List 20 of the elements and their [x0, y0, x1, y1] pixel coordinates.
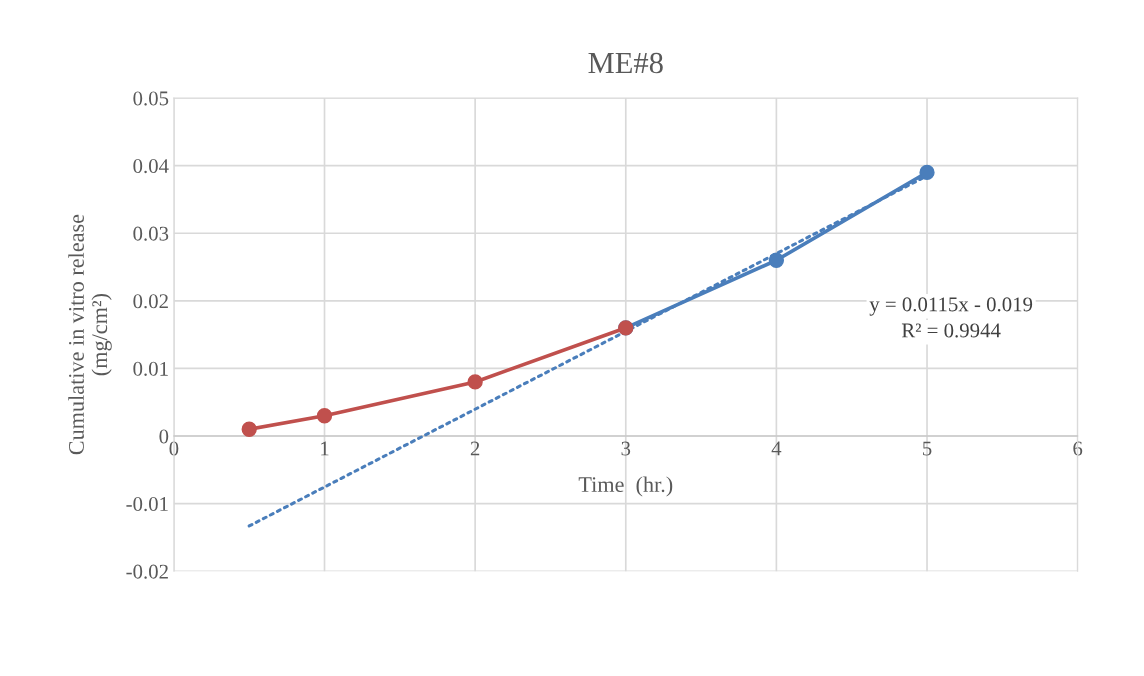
y-tick-label: 0.05 [133, 91, 169, 106]
y-tick-label: 0.04 [133, 158, 169, 174]
annotation: y = 0.0115x - 0.019 [869, 297, 1033, 316]
x-tick-label: 3 [621, 441, 631, 456]
x-tick-label: 5 [923, 441, 932, 456]
x-tick-label: 6 [1073, 441, 1083, 456]
y-tick-label: -0.01 [126, 496, 168, 512]
x-tick-label: 1 [321, 441, 329, 456]
y-tick-label: 0.03 [133, 226, 169, 241]
annotation: R² = 0.9944 [901, 323, 1001, 338]
x-tick-label: 4 [771, 441, 782, 456]
y-tick-label: 0.02 [133, 294, 168, 309]
y-tick-label: -0.02 [126, 564, 168, 579]
y-tick-label: 0.01 [133, 361, 168, 376]
chart-title: ME#8 [588, 52, 663, 74]
y-axis-title: Cumulative in vitro release (mg/cm²) [68, 214, 112, 455]
x-tick-label: 0 [169, 441, 179, 456]
y-tick-label: 0 [159, 429, 169, 444]
x-axis-title: Time (hr.) [578, 476, 673, 497]
x-tick-label: 2 [470, 441, 480, 456]
